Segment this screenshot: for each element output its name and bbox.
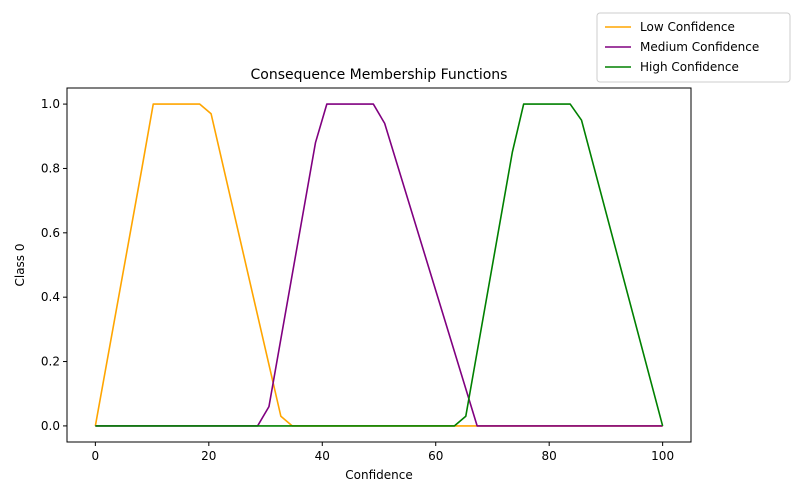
series-line-high-confidence: [95, 103, 664, 427]
y-axis-label: Class 0: [13, 243, 27, 286]
x-tick-label: 40: [315, 449, 330, 463]
y-tick-label: 0.0: [41, 419, 60, 433]
y-tick-label: 0.6: [41, 226, 60, 240]
legend-label: High Confidence: [640, 60, 739, 74]
y-axis-ticks: 0.0 0.2 0.4 0.6 0.8 1.0: [41, 97, 67, 433]
x-tick-label: 100: [651, 449, 674, 463]
plot-area-frame: [66, 87, 692, 443]
legend: Low Confidence Medium Confidence High Conf…: [596, 12, 791, 83]
series-line-low-confidence: [94, 103, 663, 427]
series-line-medium-confidence: [95, 103, 663, 427]
x-tick-label: 0: [92, 449, 100, 463]
x-axis-ticks: 0 20 40 60 80 100: [92, 442, 674, 463]
y-tick-label: 0.8: [41, 161, 60, 175]
x-tick-label: 60: [428, 449, 443, 463]
x-axis-label: Confidence: [345, 468, 412, 482]
x-tick-label: 20: [201, 449, 216, 463]
legend-label: Low Confidence: [640, 20, 735, 34]
legend-label: Medium Confidence: [640, 40, 759, 54]
legend-box: [596, 12, 791, 83]
x-tick-label: 80: [542, 449, 557, 463]
chart-title: Consequence Membership Functions: [251, 67, 508, 83]
y-tick-label: 0.2: [41, 355, 60, 369]
y-tick-label: 1.0: [41, 97, 60, 111]
y-tick-label: 0.4: [41, 290, 60, 304]
series-layer: [94, 103, 664, 427]
